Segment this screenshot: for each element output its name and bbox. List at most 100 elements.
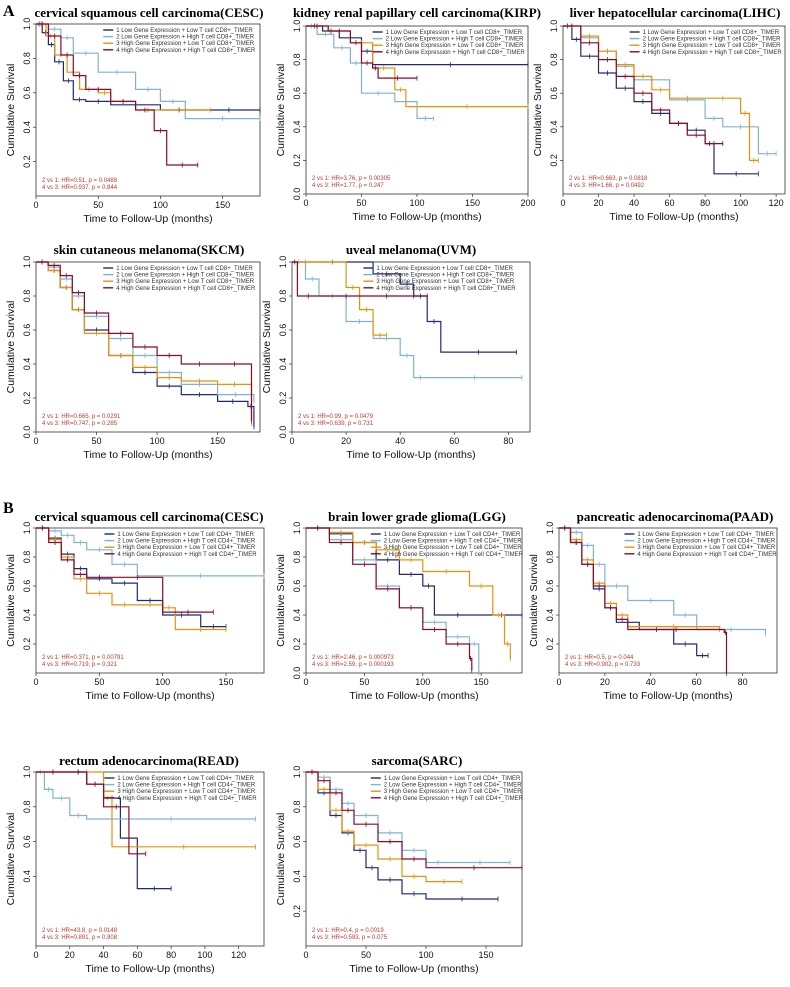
km-plot-4: skin cutaneous melanoma(SKCM) 0 50 100 150 0.…	[5, 242, 261, 461]
x-tick-label: 150	[215, 200, 230, 210]
plot-frame	[291, 261, 531, 433]
legend-entry-4: 4 High Gene Expression + High T cell CD8…	[116, 48, 256, 54]
x-tick-label: 200	[520, 198, 535, 208]
y-tick-label: 0.4	[22, 358, 32, 371]
y-tick-label: 0.0	[22, 426, 32, 439]
stat-text-1: 2 vs 1: HR=0.99, p = 0.0479	[298, 414, 374, 420]
x-tick-label: 0	[556, 677, 561, 687]
y-tick-label: 0.0	[278, 426, 288, 439]
legend-entry-3: 3 High Gene Expression + Low T cell CD8+…	[376, 279, 515, 285]
stat-text-2: 4 vs 3: HR=0.639, p = 0.731	[298, 421, 374, 427]
plot-frame	[35, 771, 265, 947]
y-tick-label: 1.0	[278, 256, 288, 269]
x-tick-label: 0	[33, 677, 38, 687]
stat-text-1: 2 vs 1: HR=0.4, p = 0.0019	[312, 928, 384, 934]
stat-text-2: 4 vs 3: HR=0.747, p = 0.285	[42, 421, 118, 427]
x-tick-label: 50	[356, 198, 366, 208]
x-tick-label: 0	[560, 198, 565, 208]
plot-frame	[35, 261, 261, 433]
y-axis-label: Cumulative Survival	[528, 554, 540, 647]
legend-entry-3: 3 High Gene Expression + Low T cell CD4+…	[117, 545, 256, 551]
plot-title: cervical squamous cell carcinoma(CESC)	[34, 5, 263, 20]
legend-entry-2: 2 Low Gene Expression + High T cell CD8+…	[116, 273, 255, 279]
plot-frame	[305, 527, 523, 674]
y-tick-label: 0.2	[292, 154, 302, 167]
y-tick-label: 0.4	[22, 121, 32, 134]
survival-curve-1	[292, 261, 517, 353]
x-tick-label: 20	[594, 198, 604, 208]
x-tick-label: 0	[289, 436, 294, 446]
y-tick-label: 0.6	[549, 87, 559, 100]
plot-title: liver hepatocellular carcinoma(LIHC)	[570, 5, 781, 20]
stat-text-1: 2 vs 1: HR=0.663, p = 0.0818	[569, 176, 648, 182]
x-tick-label: 100	[150, 436, 165, 446]
y-tick-label: 0.2	[22, 155, 32, 168]
x-tick-label: 100	[153, 200, 168, 210]
plot-title: kidney renal papillary cell carcinoma(KI…	[293, 5, 541, 20]
stat-text-2: 4 vs 3: HR=1.66, p = 0.0492	[569, 183, 645, 189]
legend-entry-4: 4 High Gene Expression + High T cell CD8…	[116, 286, 256, 292]
km-plot-1: cervical squamous cell carcinoma(CESC) 0 5…	[5, 5, 264, 225]
x-axis-label: Time to Follow-Up (months)	[83, 449, 212, 461]
y-tick-label: 0.2	[292, 905, 302, 918]
y-tick-label: 0.4	[545, 609, 555, 622]
legend-entry-1: 1 Low Gene Expression + Low T cell CD4+_…	[117, 776, 254, 782]
y-tick-label: 0.8	[292, 801, 302, 814]
y-axis-label: Cumulative Survival	[5, 554, 17, 647]
y-tick-label: 0.4	[292, 870, 302, 883]
y-tick-label: 0.8	[278, 290, 288, 303]
x-tick-label: 20	[65, 950, 75, 960]
stat-text-1: 2 vs 1: HR=0.371, p = 0.00791	[42, 655, 124, 661]
x-tick-label: 0	[303, 198, 308, 208]
x-axis-label: Time to Follow-Up (months)	[83, 213, 212, 225]
x-tick-label: 20	[341, 436, 351, 446]
x-tick-label: 60	[692, 677, 702, 687]
plot-title: sarcoma(SARC)	[372, 753, 463, 768]
x-tick-label: 100	[733, 198, 748, 208]
y-tick-label: 0.8	[292, 551, 302, 564]
plot-title: rectum adenocarcinoma(READ)	[59, 753, 239, 768]
km-plot-2: kidney renal papillary cell carcinoma(KI…	[275, 5, 541, 223]
x-axis-label: Time to Follow-Up (months)	[349, 690, 478, 702]
panel-label-a: A	[3, 3, 15, 20]
stat-text-2: 4 vs 3: HR=0.719, p = 0.321	[42, 662, 118, 668]
y-tick-label: 0.4	[22, 870, 32, 883]
y-tick-label: 0.8	[549, 53, 559, 66]
y-tick-label: 0.2	[545, 638, 555, 651]
y-tick-label: 1.0	[22, 522, 32, 535]
y-tick-label: 0.8	[22, 290, 32, 303]
stat-text-1: 2 vs 1: HR=0.51, p = 0.0488	[42, 178, 118, 184]
y-tick-label: 0.4	[292, 121, 302, 134]
stat-text-1: 2 vs 1: HR=3.76, p = 0.00305	[312, 176, 391, 182]
x-tick-label: 0	[303, 950, 308, 960]
y-axis-label: Cumulative Survival	[5, 64, 17, 157]
legend-entry-4: 4 High Gene Expression + High T cell CD4…	[384, 796, 524, 802]
x-tick-label: 120	[769, 198, 784, 208]
y-axis-label: Cumulative Survival	[261, 301, 273, 394]
survival-curve-4	[36, 771, 146, 855]
legend-entry-1: 1 Low Gene Expression + Low T cell CD8+_…	[386, 30, 523, 36]
x-tick-label: 80	[700, 198, 710, 208]
survival-curve-3	[306, 527, 511, 659]
legend-entry-2: 2 Low Gene Expression + High T cell CD4+…	[637, 539, 776, 545]
y-tick-label: 0.8	[22, 801, 32, 814]
y-tick-label: 0.2	[278, 392, 288, 405]
x-tick-label: 40	[395, 436, 405, 446]
y-tick-label: 1.0	[22, 256, 32, 269]
y-tick-label: 0.6	[278, 324, 288, 337]
stat-text-2: 4 vs 3: HR=2.59, p = 0.000193	[312, 662, 394, 668]
x-axis-label: Time to Follow-Up (months)	[609, 211, 738, 223]
x-tick-label: 100	[415, 677, 430, 687]
y-tick-label: 0.6	[292, 835, 302, 848]
y-tick-label: 1.0	[545, 522, 555, 535]
survival-curve-4	[306, 25, 417, 79]
y-tick-label: 1.0	[549, 20, 559, 33]
y-tick-label: 0.0	[292, 188, 302, 201]
km-plot-3: liver hepatocellular carcinoma(LIHC) 0 20 4…	[532, 5, 786, 223]
x-tick-label: 0	[33, 200, 38, 210]
plot-frame	[562, 25, 786, 195]
x-tick-label: 100	[155, 677, 170, 687]
y-tick-label: 0.2	[549, 154, 559, 167]
x-tick-label: 40	[646, 677, 656, 687]
